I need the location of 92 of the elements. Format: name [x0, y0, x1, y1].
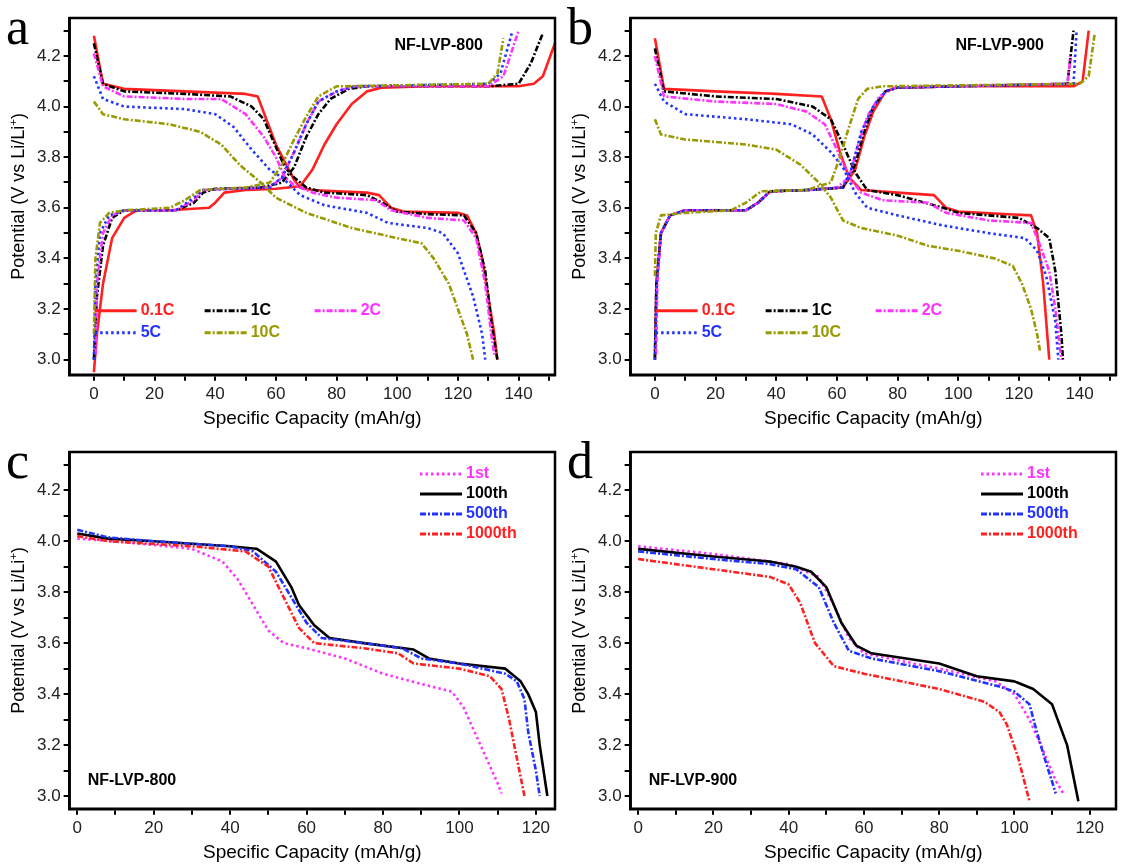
x-tick-label: 140	[1065, 383, 1094, 403]
x-tick-label: 60	[827, 383, 847, 403]
y-tick-label: 3.8	[36, 581, 61, 601]
x-tick-label: 80	[373, 817, 393, 837]
legend-label: 100th	[1027, 484, 1069, 502]
y-tick-label: 4.0	[597, 96, 622, 116]
x-tick-label: 0	[633, 817, 643, 837]
x-tick-label: 120	[521, 817, 551, 837]
legend-label: 1st	[1027, 464, 1051, 482]
y-tick-label: 4.2	[36, 479, 61, 499]
x-tick-label: 20	[144, 817, 164, 837]
x-tick-label: 120	[1004, 383, 1034, 403]
x-tick-label: 60	[854, 817, 874, 837]
y-tick-label: 3.8	[597, 581, 622, 601]
x-tick-label: 40	[205, 383, 225, 403]
x-tick-label: 20	[706, 383, 726, 403]
annotation: NF-LVP-800	[87, 771, 177, 789]
chart-title: c	[6, 432, 30, 489]
y-tick-label: 4.0	[36, 530, 61, 550]
y-tick-label: 3.6	[597, 197, 622, 217]
x-tick-label: 80	[929, 817, 949, 837]
x-axis-title: Specific Capacity (mAh/g)	[203, 406, 422, 428]
y-tick-label: 3.6	[597, 632, 622, 652]
y-tick-label: 3.4	[597, 683, 622, 703]
y-tick-label: 3.8	[597, 146, 622, 166]
y-tick-label: 3.2	[597, 734, 622, 754]
chart-title: b	[567, 0, 593, 55]
y-tick-label: 3.2	[597, 298, 622, 318]
legend-label: 5C	[140, 323, 162, 341]
x-tick-label: 60	[266, 383, 286, 403]
x-tick-label: 60	[297, 817, 317, 837]
y-tick-label: 3.6	[36, 632, 61, 652]
legend-label: 10C	[250, 323, 281, 341]
legend-label: 2C	[360, 301, 382, 319]
y-tick-label: 3.6	[36, 197, 61, 217]
legend-label: 1000th	[466, 524, 517, 542]
x-axis-title: Specific Capacity (mAh/g)	[764, 840, 983, 862]
legend-label: 2C	[921, 301, 943, 319]
y-tick-label: 3.0	[36, 349, 61, 369]
y-tick-label: 3.0	[597, 785, 622, 805]
y-tick-label: 4.2	[597, 479, 622, 499]
legend-label: 0.1C	[140, 301, 175, 319]
x-tick-label: 20	[145, 383, 165, 403]
x-tick-label: 0	[89, 383, 99, 403]
x-tick-label: 140	[504, 383, 533, 403]
x-axis-title: Specific Capacity (mAh/g)	[203, 840, 422, 862]
x-tick-label: 40	[766, 383, 786, 403]
legend-label: 1st	[466, 464, 490, 482]
legend-label: 10C	[811, 323, 842, 341]
y-axis-title: Potential (V vs Li/Li+)	[5, 112, 28, 280]
y-tick-label: 4.2	[597, 45, 622, 65]
legend-label: 1000th	[1027, 524, 1078, 542]
x-tick-label: 120	[443, 383, 473, 403]
x-tick-label: 100	[383, 383, 412, 403]
y-tick-label: 3.4	[597, 248, 622, 268]
y-tick-label: 3.4	[36, 683, 61, 703]
y-tick-label: 3.8	[36, 146, 61, 166]
y-tick-label: 3.2	[36, 298, 61, 318]
x-tick-label: 100	[445, 817, 474, 837]
x-tick-label: 0	[72, 817, 83, 837]
x-tick-label: 40	[779, 817, 799, 837]
annotation: NF-LVP-900	[648, 771, 738, 789]
y-tick-label: 3.2	[36, 734, 61, 754]
y-tick-label: 3.4	[36, 248, 61, 268]
y-tick-label: 3.0	[36, 785, 61, 805]
legend-label: 1C	[811, 301, 833, 319]
x-axis-title: Specific Capacity (mAh/g)	[764, 406, 983, 428]
y-axis-title: Potential (V vs Li/Li+)	[566, 546, 589, 714]
annotation: NF-LVP-800	[394, 36, 484, 54]
y-axis-title: Potential (V vs Li/Li+)	[5, 546, 28, 714]
legend-label: 100th	[466, 484, 508, 502]
y-axis-title: Potential (V vs Li/Li+)	[566, 112, 589, 280]
x-tick-label: 20	[703, 817, 723, 837]
x-tick-label: 40	[220, 817, 240, 837]
chart-title: d	[567, 432, 593, 489]
y-tick-label: 3.0	[597, 349, 622, 369]
y-tick-label: 4.2	[36, 45, 61, 65]
annotation: NF-LVP-900	[955, 36, 1045, 54]
x-tick-label: 80	[327, 383, 347, 403]
y-tick-label: 4.0	[36, 96, 61, 116]
legend-label: 0.1C	[701, 301, 736, 319]
legend-label: 5C	[701, 323, 723, 341]
x-tick-label: 80	[888, 383, 908, 403]
x-tick-label: 0	[650, 383, 660, 403]
legend-label: 1C	[250, 301, 272, 319]
y-tick-label: 4.0	[597, 530, 622, 550]
chart-title: a	[6, 0, 30, 55]
x-tick-label: 100	[1000, 817, 1029, 837]
legend-label: 500th	[466, 504, 508, 522]
x-tick-label: 120	[1075, 817, 1104, 837]
x-tick-label: 100	[944, 383, 973, 403]
legend-label: 500th	[1027, 504, 1069, 522]
